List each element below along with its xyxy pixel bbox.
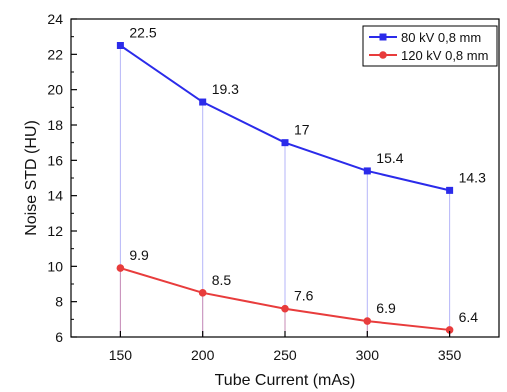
data-label: 17: [294, 122, 310, 138]
y-tick-label: 14: [47, 188, 63, 204]
y-tick-label: 20: [47, 82, 63, 98]
x-tick-label: 300: [356, 347, 380, 363]
data-point: [117, 264, 125, 272]
data-point: [446, 187, 453, 194]
data-label: 6.9: [376, 300, 396, 316]
y-axis-label: Noise STD (HU): [23, 120, 40, 236]
legend-marker: [380, 34, 387, 41]
y-tick-label: 8: [55, 294, 63, 310]
legend-marker: [379, 51, 387, 59]
y-tick-label: 12: [47, 223, 63, 239]
data-point: [117, 42, 124, 49]
x-tick-label: 250: [273, 347, 297, 363]
x-axis-label: Tube Current (mAs): [215, 372, 356, 389]
legend: 80 kV 0,8 mm 120 kV 0,8 mm: [363, 26, 497, 66]
data-point: [199, 289, 207, 297]
data-point: [364, 167, 371, 174]
data-label: 14.3: [459, 169, 486, 185]
x-tick-label: 200: [191, 347, 215, 363]
legend-label: 120 kV 0,8 mm: [401, 48, 488, 63]
data-label: 19.3: [212, 81, 239, 97]
data-point: [282, 139, 289, 146]
y-tick-label: 10: [47, 258, 63, 274]
y-tick-label: 16: [47, 152, 63, 168]
data-label: 6.4: [459, 309, 479, 325]
data-label: 9.9: [129, 247, 149, 263]
data-point: [281, 305, 289, 313]
x-tick-label: 150: [109, 347, 133, 363]
data-label: 7.6: [294, 288, 314, 304]
data-label: 22.5: [129, 25, 156, 41]
data-point: [364, 317, 372, 325]
y-tick-label: 6: [55, 329, 63, 345]
data-point: [199, 99, 206, 106]
legend-label: 80 kV 0,8 mm: [401, 30, 481, 45]
y-tick-label: 24: [47, 11, 63, 27]
data-labels: 22.5 19.3 17 15.4 14.3 9.9 8.5 7.6 6.9 6.4: [129, 25, 486, 325]
data-label: 15.4: [376, 150, 403, 166]
data-label: 8.5: [212, 272, 232, 288]
y-tick-label: 18: [47, 117, 63, 133]
x-tick-label: 350: [438, 347, 462, 363]
drop-lines: [120, 46, 449, 338]
y-tick-label: 22: [47, 46, 63, 62]
